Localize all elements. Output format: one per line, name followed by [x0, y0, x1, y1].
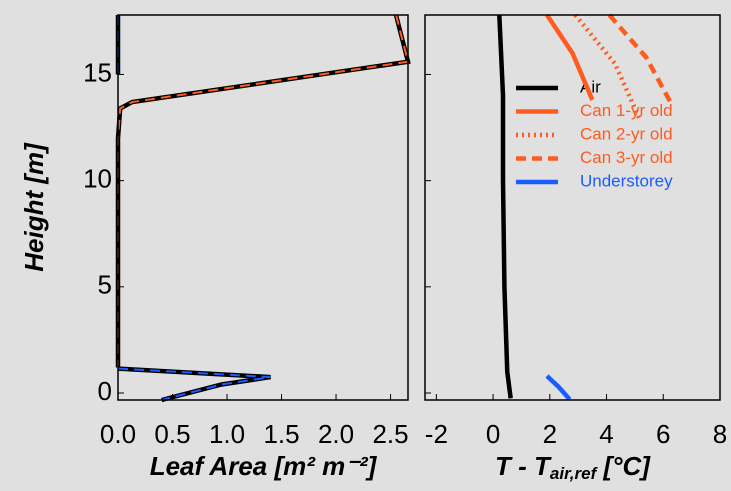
x-tick-label: 2.0: [318, 419, 354, 449]
legend-label: Can 3-yr old: [580, 148, 673, 167]
x-axis-title: T - Tair,ref [°C]: [495, 451, 651, 484]
y-tick-label: 10: [83, 164, 112, 194]
x-axis-title-main: Leaf Area [m² m⁻²]: [150, 451, 378, 481]
plot-frame: [117, 14, 409, 401]
y-tick-label: 15: [83, 57, 112, 87]
plot-frame: [424, 14, 721, 401]
x-axis-title-main: T - T: [495, 451, 552, 481]
x-tick-label: 0.0: [100, 419, 136, 449]
series-line: [545, 374, 572, 401]
x-tick-label: 1.5: [263, 419, 299, 449]
x-tick-label: 0.5: [154, 419, 190, 449]
y-tick-label: 5: [98, 270, 112, 300]
series-line: [607, 13, 673, 104]
series-line: [497, 14, 513, 399]
y-axis-title: Height [m]: [19, 142, 49, 272]
x-tick-label: 0: [486, 419, 500, 449]
legend-label: Can 2-yr old: [580, 124, 673, 143]
x-axis-title: Leaf Area [m² m⁻²]: [150, 451, 378, 481]
x-axis-title-sub: air,ref: [550, 464, 599, 483]
x-axis-title-end: [°C]: [596, 451, 651, 481]
legend-label: Understorey: [580, 171, 673, 190]
x-tick-label: -2: [425, 419, 448, 449]
x-tick-label: 2.5: [372, 419, 408, 449]
x-tick-label: 4: [599, 419, 613, 449]
x-tick-label: 8: [713, 419, 727, 449]
x-tick-label: 6: [656, 419, 670, 449]
y-tick-label: 0: [98, 376, 112, 406]
series-line: [545, 13, 595, 101]
x-tick-label: 2: [543, 419, 557, 449]
legend-label: Can 1-yr old: [580, 101, 673, 120]
x-tick-label: 1.0: [209, 419, 245, 449]
